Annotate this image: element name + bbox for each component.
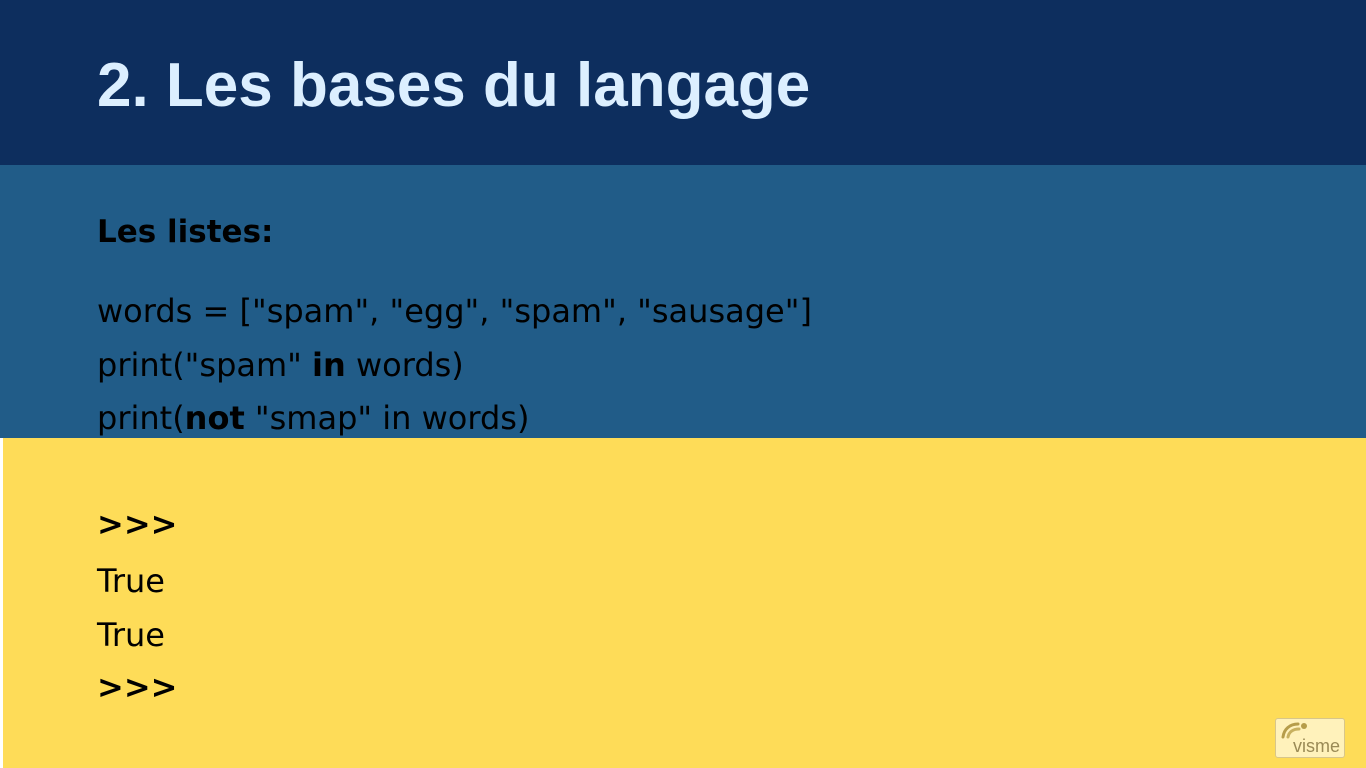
title-bar (0, 0, 1366, 165)
keyword-not: not (184, 399, 245, 437)
output-prompt: >>> (97, 668, 178, 706)
code-text: words) (345, 346, 464, 384)
code-text: "smap" in words) (244, 399, 530, 437)
output-line: True (97, 616, 165, 654)
code-panel (0, 165, 1366, 438)
code-text: print("spam" (97, 346, 313, 384)
slide-title: 2. Les bases du langage (97, 51, 811, 120)
keyword-in: in (312, 346, 346, 384)
code-text: words = ["spam", "egg", "spam", "sausage… (97, 292, 812, 330)
code-text: print( (97, 399, 185, 437)
code-line: words = ["spam", "egg", "spam", "sausage… (97, 291, 812, 331)
section-heading: Les listes: (97, 214, 274, 250)
code-line: print(not "smap" in words) (97, 398, 529, 438)
visme-logo-icon (1281, 722, 1307, 739)
output-panel (3, 438, 1366, 768)
visme-logo[interactable]: visme (1275, 718, 1345, 758)
logo-text: visme (1292, 736, 1340, 756)
output-prompt: >>> (97, 505, 178, 543)
code-line: print("spam" in words) (97, 345, 464, 385)
output-line: True (97, 562, 165, 600)
